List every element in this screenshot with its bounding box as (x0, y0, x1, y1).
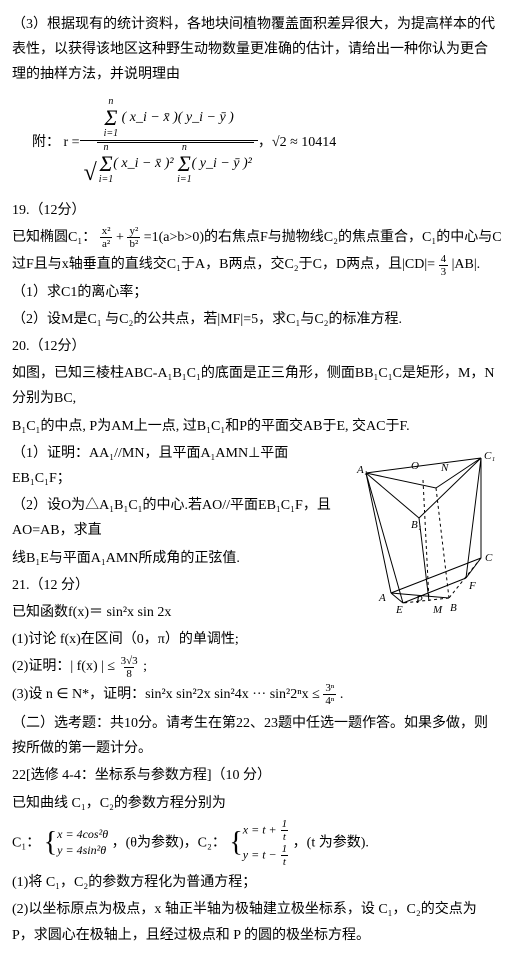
q19-stem-line2: 过F且与x轴垂直的直线交C₁于A，B两点，交C₂于C，D两点，且|CD|= 43… (12, 252, 501, 277)
sqrt2-approx: ，√2 ≈ 10414 (258, 130, 336, 155)
svg-text:O: O (411, 460, 419, 472)
q20-stem-line2: B₁C₁的中点, P为AM上一点, 过B₁C₁和P的平面交AB于E, 交AC于F… (12, 414, 501, 439)
q19-title: 19.（12分） (12, 198, 501, 223)
svg-text:F: F (468, 580, 476, 592)
q22-part2: (2)以坐标原点为极点，x 轴正半轴为极轴建立极坐标系，设 C₁，C₂的交点为 … (12, 897, 501, 947)
correlation-formula: 附： r = nΣi=1 ( x_i − x̄ )( y_i − ȳ ) nΣi… (32, 96, 501, 190)
q19-stem-line1: 已知椭圆C₁： x²a² + y²b² =1(a>b>0)的右焦点F与抛物线C₂… (12, 225, 501, 250)
svg-text:P: P (415, 594, 423, 606)
q21-part1: (1)讨论 f(x)在区间（0，π）的单调性; (12, 627, 501, 652)
q20-stem-line1: 如图，已知三棱柱ABC-A₁B₁C₁的底面是正三角形，侧面BB₁C₁C是矩形，M… (12, 361, 501, 411)
q20-title: 20.（12分） (12, 334, 501, 359)
prism-figure: A₁ O N C₁ B₁ A E P M B F C (351, 443, 501, 622)
svg-text:C: C (485, 552, 493, 564)
svg-text:E: E (395, 604, 403, 613)
formula-prefix: 附： r = (32, 130, 80, 155)
svg-text:B₁: B₁ (411, 519, 422, 531)
svg-text:A₁: A₁ (356, 464, 368, 476)
q19-part2: （2）设M是C₁ 与C₂的公共点，若|MF|=5，求C₁与C₂的标准方程. (12, 307, 501, 332)
section2-heading: （二）选考题：共10分。请考生在第22、23题中任选一题作答。如果多做，则按所做… (12, 711, 501, 761)
q22-stem: 已知曲线 C₁，C₂的参数方程分别为 (12, 791, 501, 816)
q18-part3: （3）根据现有的统计资料，各地块间植物覆盖面积差异很大，为提高样本的代表性，以获… (12, 12, 501, 88)
q19-part1: （1）求C1的离心率； (12, 280, 501, 305)
svg-text:M: M (432, 604, 443, 613)
svg-text:N: N (440, 462, 449, 474)
q22-part1: (1)将 C₁，C₂的参数方程化为普通方程； (12, 870, 501, 895)
q22-title: 22[选修 4-4：坐标系与参数方程]（10 分） (12, 763, 501, 788)
q21-part2: (2)证明：| f(x) | ≤ 3√38 ; (12, 654, 501, 679)
q21-part3: (3)设 n ∈ N*，证明：sin²x sin²2x sin²4x ··· s… (12, 682, 501, 707)
svg-text:B: B (450, 602, 457, 613)
svg-text:C₁: C₁ (484, 450, 495, 462)
q22-params: C₁： { x = 4cos²θ y = 4sin²θ ，(θ为参数)，C₂： … (12, 818, 501, 868)
svg-text:A: A (378, 592, 386, 604)
